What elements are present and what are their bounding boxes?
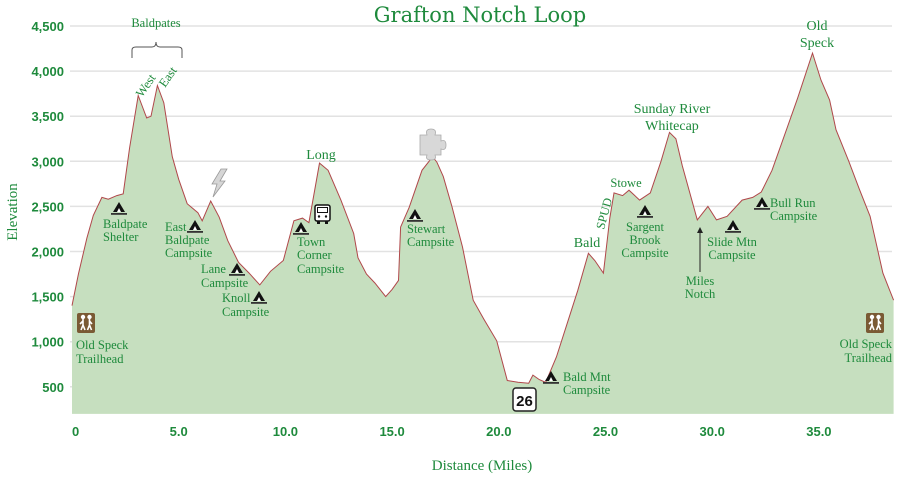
label-bald-mnt-campsite: Bald Mnt Campsite [563, 370, 611, 397]
chart-title: Grafton Notch Loop [374, 3, 586, 27]
label-east-baldpate-campsite: East Baldpate Campsite [165, 220, 213, 260]
label-stowe: Stowe [610, 176, 642, 190]
campsite-tent-icon [407, 209, 423, 222]
label-bald: Bald [574, 236, 600, 251]
y-tick-label: 3,000 [31, 154, 64, 169]
arrow-up-icon [697, 227, 703, 233]
y-tick-label: 1,000 [31, 335, 64, 350]
x-tick-label: 10.0 [273, 424, 298, 439]
label-old-speck: Old Speck [800, 19, 834, 51]
campsite-tent-icon [725, 220, 741, 233]
x-tick-label: 5.0 [170, 424, 188, 439]
hiker-trailhead-icon [77, 313, 95, 333]
campsite-tent-icon [754, 197, 770, 210]
y-tick-label: 2,500 [31, 199, 64, 214]
label-lane-campsite: Lane Campsite [201, 262, 249, 290]
x-tick-label: 30.0 [700, 424, 725, 439]
y-tick-label: 1,500 [31, 290, 64, 305]
y-tick-label: 500 [42, 380, 64, 395]
label-baldpate-shelter: Baldpate Shelter [103, 217, 148, 244]
label-slide-mtn-campsite: Slide Mtn Campsite [707, 235, 757, 262]
y-tick-label: 3,500 [31, 109, 64, 124]
label-miles-notch: Miles Notch [685, 274, 716, 301]
x-tick-label: 35.0 [806, 424, 831, 439]
campsite-tent-icon [293, 222, 309, 235]
x-axis-ticks: 0 5.0 10.0 15.0 20.0 25.0 30.0 35.0 [72, 424, 832, 439]
y-tick-label: 4,500 [31, 19, 64, 34]
label-sunday-river-whitecap: Sunday River Whitecap [634, 102, 711, 134]
brace-icon [131, 41, 183, 58]
label-trailhead-end: Old Speck Trailhead [840, 337, 893, 365]
lightning-icon [211, 168, 228, 198]
bus-icon [314, 204, 331, 224]
label-east: East [156, 64, 180, 90]
y-tick-label: 4,000 [31, 64, 64, 79]
y-axis-label: Elevation [5, 183, 21, 241]
label-bull-run-campsite: Bull Run Campsite [770, 196, 818, 223]
campsite-tent-icon [543, 371, 559, 384]
elevation-area [72, 53, 894, 414]
y-tick-label: 2,000 [31, 245, 64, 260]
campsite-tent-icon [637, 205, 653, 218]
hiker-trailhead-icon [866, 313, 884, 333]
label-trailhead-start: Old Speck Trailhead [76, 338, 129, 366]
x-tick-label: 20.0 [486, 424, 511, 439]
campsite-tent-icon [111, 202, 127, 215]
route-26-shield-icon: 26 [512, 387, 537, 412]
elevation-line [71, 51, 895, 384]
x-tick-label: 25.0 [593, 424, 618, 439]
label-baldpates: Baldpates [131, 16, 180, 30]
label-town-corner-campsite: Town Corner Campsite [297, 235, 345, 276]
svg-text:26: 26 [516, 393, 533, 410]
label-knoll-campsite: Knoll Campsite [222, 291, 270, 319]
label-long: Long [306, 148, 336, 163]
x-tick-label: 0 [72, 424, 79, 439]
campsite-tent-icon [229, 263, 245, 276]
puzzle-piece-icon [419, 128, 447, 161]
label-stewart-campsite: Stewart Campsite [407, 222, 455, 249]
y-axis-ticks: 500 1,000 1,500 2,000 2,500 3,000 3,500 4,000 4,… [31, 19, 64, 395]
campsite-tent-icon [251, 291, 267, 304]
campsite-tent-icon [187, 220, 203, 233]
label-sargent-brook-campsite: Sargent Brook Campsite [621, 220, 669, 260]
x-tick-label: 15.0 [379, 424, 404, 439]
x-axis-label: Distance (Miles) [432, 458, 532, 474]
